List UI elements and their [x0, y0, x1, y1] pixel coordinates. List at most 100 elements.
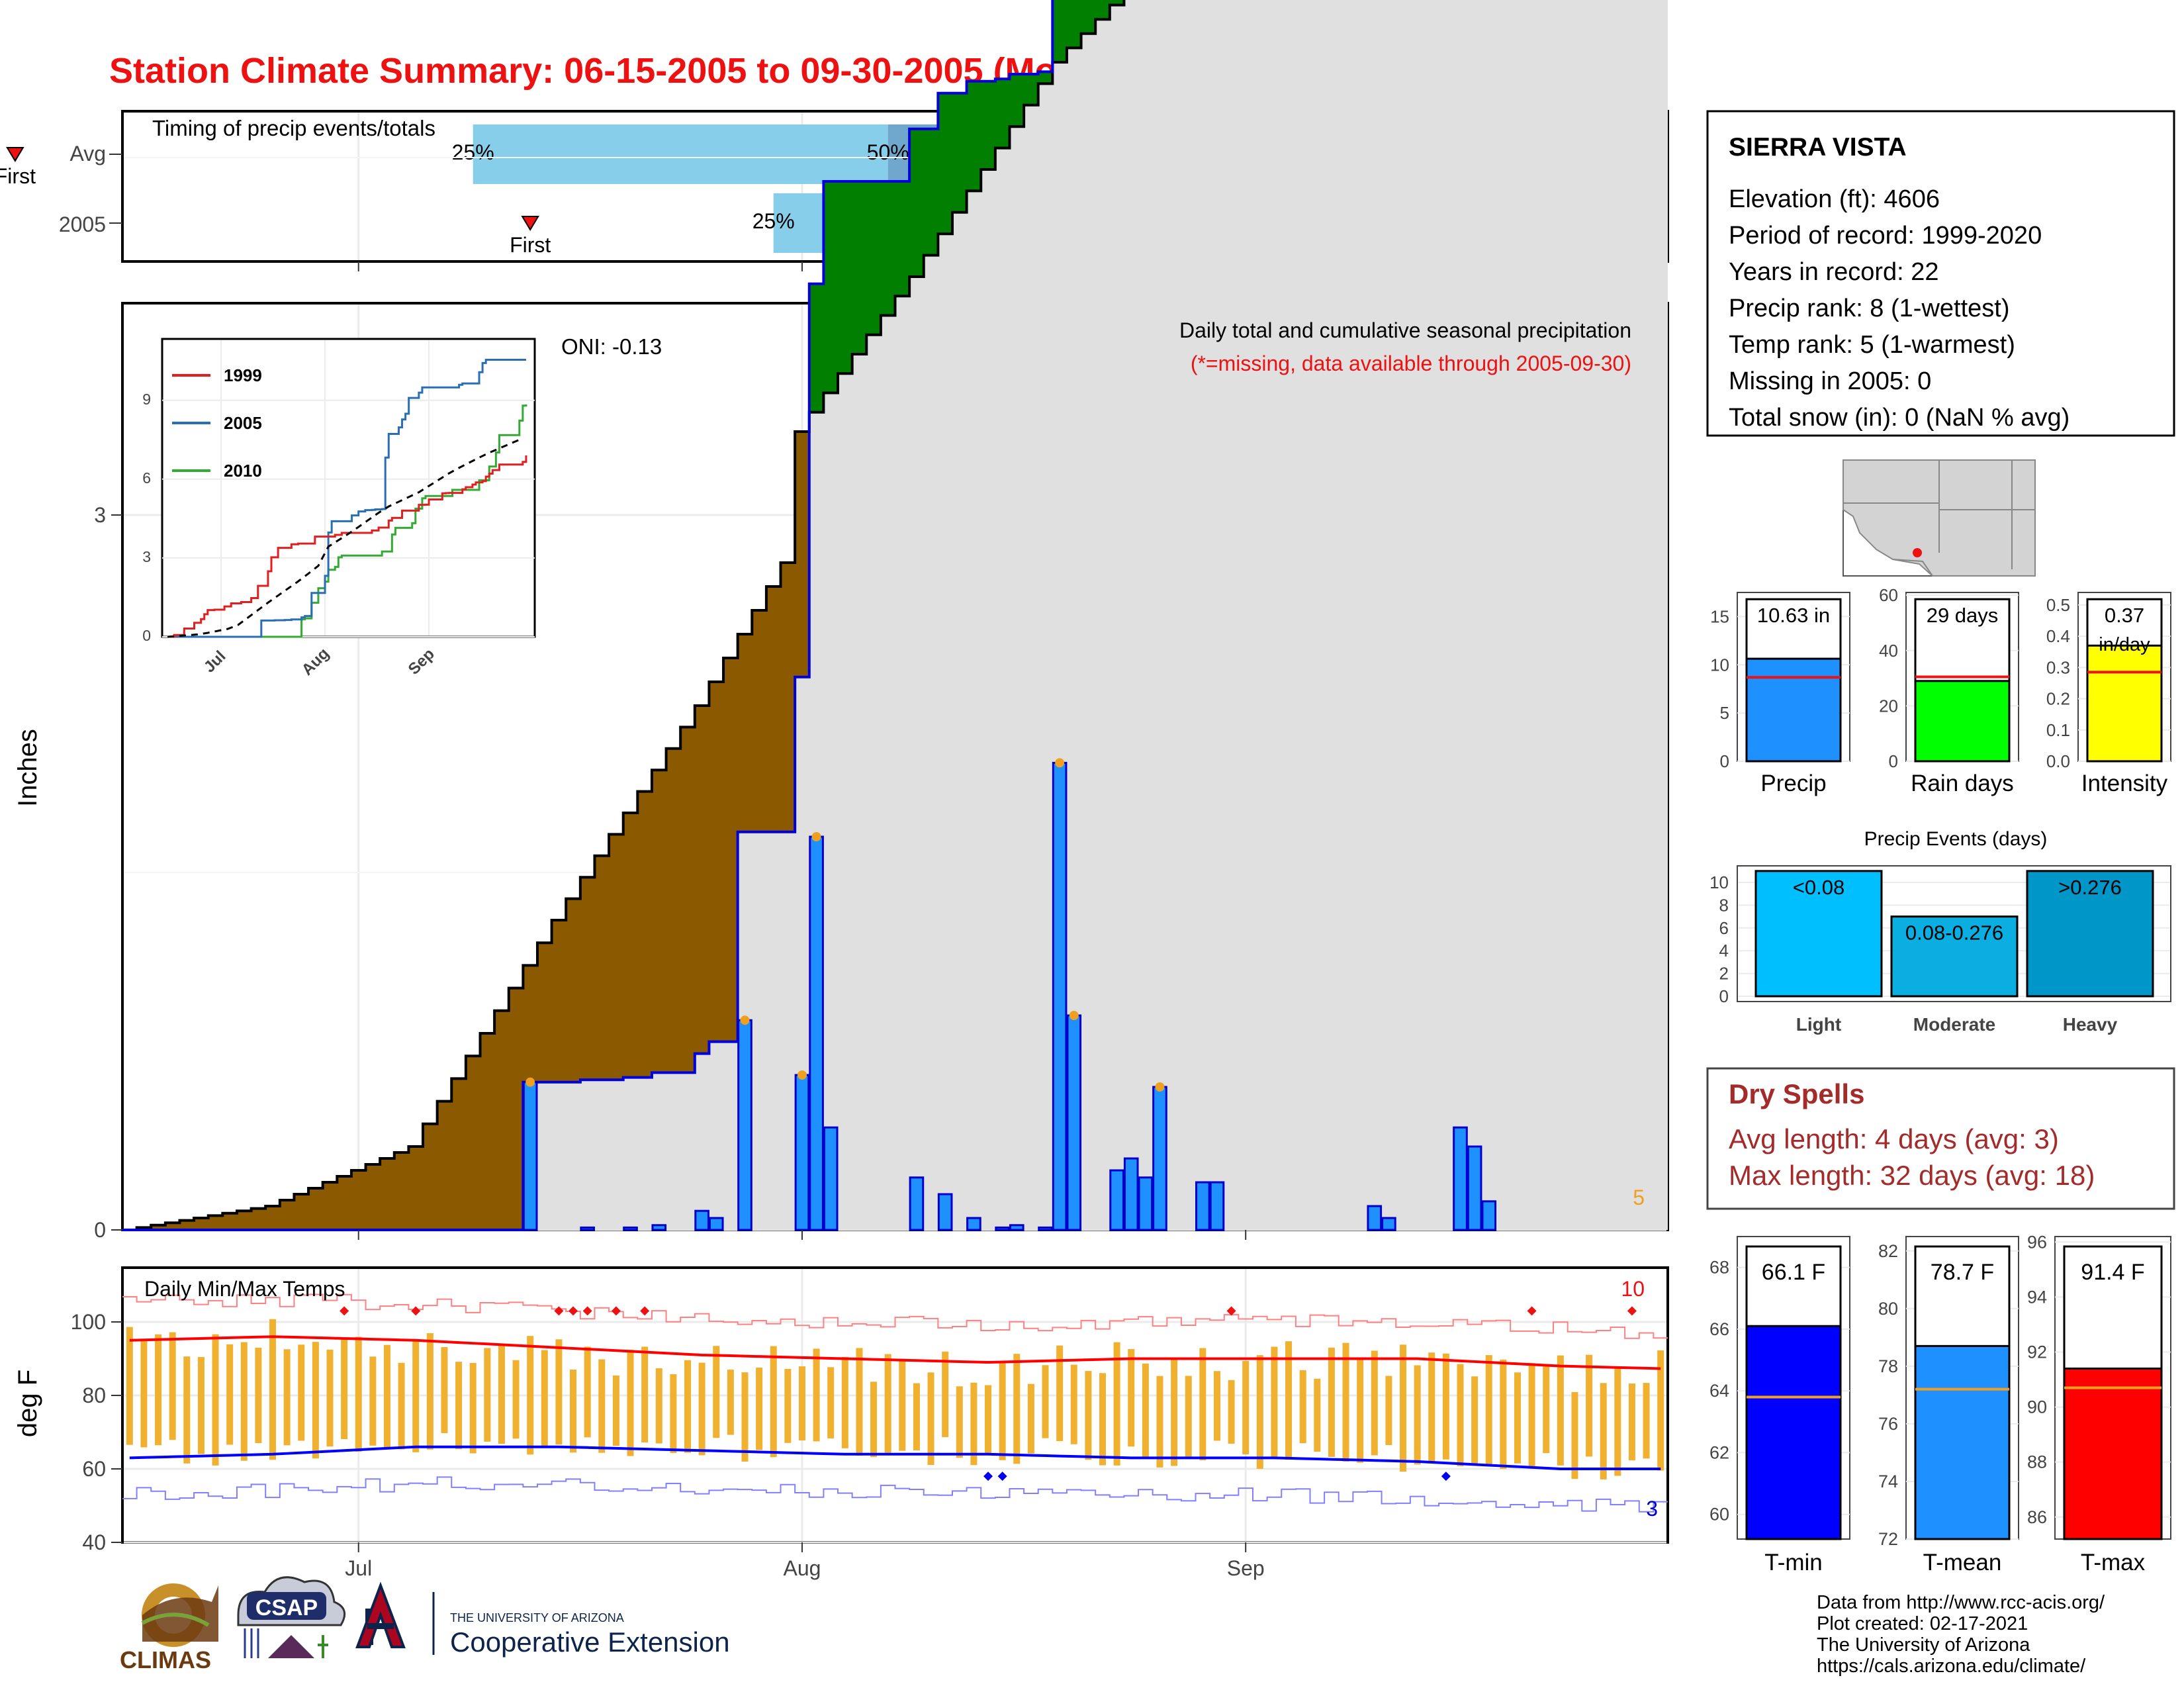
- daily-precip-bar: [737, 1019, 752, 1231]
- daily-temp-bar: [927, 1372, 934, 1466]
- daily-precip-bar: [651, 1224, 667, 1231]
- daily-temp-bar: [283, 1349, 291, 1446]
- station-location-marker: [1913, 548, 1922, 557]
- station-years: Years in record: 22: [1729, 258, 1939, 286]
- temp-summary-ytick-label: 80: [1878, 1299, 1898, 1319]
- daily-temp-bar: [741, 1372, 749, 1462]
- daily-temp-bar: [126, 1327, 133, 1445]
- cum-deficit-segment: [666, 748, 681, 1073]
- daily-temp-bar: [441, 1347, 448, 1434]
- daily-temp-bar: [956, 1386, 963, 1458]
- cum-surplus-segment: [823, 181, 839, 393]
- cum-deficit-segment: [480, 1033, 495, 1230]
- timing-first-marker: [521, 216, 539, 231]
- cum-deficit-segment: [523, 965, 538, 1082]
- cum-surplus-segment: [1024, 74, 1039, 105]
- precip-ytick-label: 3: [94, 503, 106, 527]
- daily-temp-bar: [784, 1368, 792, 1443]
- record-high-marker: [640, 1306, 650, 1316]
- daily-temp-bar: [913, 1383, 920, 1451]
- station-precip-rank: Precip rank: 8 (1-wettest): [1729, 295, 2009, 322]
- summary-value-text: 29 days: [1927, 604, 1999, 627]
- temp-ylabel: deg F: [13, 1370, 42, 1437]
- daily-temp-bar: [1099, 1373, 1106, 1466]
- record-high-marker: [554, 1306, 564, 1316]
- summary-ytick-label: 0.1: [2046, 720, 2070, 740]
- inset-legend-2010: 2010: [224, 461, 262, 481]
- record-high-marker: [411, 1306, 421, 1316]
- summary-bar-label: Intensity: [2081, 771, 2168, 796]
- daily-precip-bar: [708, 1217, 724, 1231]
- daily-precip-bar: [937, 1193, 953, 1231]
- summary-ytick-label: 20: [1879, 696, 1898, 716]
- cum-deficit-segment: [208, 1215, 223, 1230]
- temp-summary-ytick-label: 86: [2027, 1507, 2047, 1527]
- cum-deficit-segment: [752, 610, 767, 832]
- summary-ytick-label: 0.3: [2046, 657, 2070, 677]
- temp-summary-value-text: 78.7 F: [1931, 1260, 1994, 1285]
- daily-temp-bar: [1328, 1347, 1335, 1457]
- daily-temp-bar: [326, 1349, 334, 1447]
- avg-tmin-line: [129, 1445, 1661, 1470]
- daily-temp-bar: [1271, 1346, 1278, 1458]
- csap-logo: CSAP: [237, 1576, 346, 1658]
- daily-precip-marker: [1055, 758, 1065, 768]
- cum-deficit-segment: [337, 1176, 352, 1230]
- summary-ytick-label: 0.4: [2046, 626, 2070, 646]
- daily-temp-bar: [1657, 1350, 1664, 1471]
- daily-temp-bar: [1357, 1358, 1364, 1463]
- cum-deficit-segment: [451, 1078, 467, 1230]
- daily-temp-bar: [870, 1382, 878, 1458]
- summary-value-text: 10.63 in: [1757, 604, 1830, 627]
- daily-precip-marker: [1155, 1082, 1165, 1092]
- daily-temp-bar: [1042, 1365, 1049, 1438]
- temp-summary-ytick-label: 74: [1878, 1472, 1898, 1491]
- events-ytick-label: 0: [1719, 986, 1729, 1006]
- temp-ytick-label: 100: [71, 1310, 106, 1334]
- daily-temp-bar: [197, 1356, 205, 1454]
- station-name: SIERRA VISTA: [1729, 133, 1907, 162]
- daily-temp-bar: [942, 1351, 949, 1438]
- ua-logo-big-text: Cooperative Extension: [450, 1626, 730, 1658]
- summary-ytick-label: 40: [1879, 641, 1898, 661]
- timing-row-avg-label: Avg: [69, 142, 106, 165]
- dry-spells-box: Dry Spells Avg length: 4 days (avg: 3) M…: [1706, 1067, 2175, 1210]
- precip-panel-title: Daily total and cumulative seasonal prec…: [1179, 318, 1631, 342]
- daily-temp-bar: [1643, 1383, 1650, 1459]
- daily-precip-bar: [1467, 1145, 1482, 1231]
- cum-surplus-segment: [923, 128, 938, 256]
- cum-deficit-segment: [566, 898, 581, 1082]
- dry-spells-avg: Avg length: 4 days (avg: 3): [1729, 1123, 2059, 1154]
- cum-deficit-segment: [780, 563, 796, 832]
- daily-precip-bar: [1209, 1181, 1225, 1231]
- daily-temp-bar: [1457, 1364, 1464, 1466]
- daily-temp-bar: [970, 1382, 978, 1466]
- timing-first-label: First: [0, 164, 36, 188]
- cum-deficit-segment: [494, 1010, 510, 1230]
- daily-temp-bar: [1213, 1371, 1220, 1441]
- cum-deficit-segment: [580, 877, 596, 1080]
- event-bar-text: 0.08-0.276: [1905, 921, 2003, 945]
- events-ytick-label: 10: [1709, 872, 1729, 892]
- daily-precip-bar: [1152, 1086, 1167, 1231]
- summary-ytick-label: 15: [1710, 606, 1729, 626]
- record-low-marker: [1441, 1472, 1451, 1481]
- missing-count: 5: [1633, 1186, 1645, 1209]
- daily-temp-bar: [555, 1339, 563, 1445]
- daily-temp-bar: [1256, 1355, 1263, 1469]
- record-low-line: [122, 1476, 1668, 1513]
- daily-temp-bar: [1614, 1368, 1621, 1476]
- daily-temp-bar: [1228, 1380, 1235, 1444]
- daily-temp-bar: [1027, 1383, 1034, 1454]
- summary-bars: 0 5 10 15 10.63 in Precip 0 20 40 60 29 days Rain d…: [1710, 585, 2171, 796]
- cum-deficit-segment: [465, 1056, 481, 1230]
- cum-deficit-segment: [365, 1164, 381, 1230]
- daily-precip-marker: [525, 1077, 535, 1087]
- cum-surplus-segment: [880, 181, 896, 316]
- avg-tmax-line: [129, 1335, 1661, 1370]
- month-label: Sep: [1227, 1556, 1265, 1580]
- daily-temp-bar: [412, 1340, 420, 1452]
- event-bar: [1754, 870, 1883, 998]
- summary-ytick-label: 0.0: [2046, 751, 2070, 771]
- month-label: Aug: [783, 1556, 821, 1580]
